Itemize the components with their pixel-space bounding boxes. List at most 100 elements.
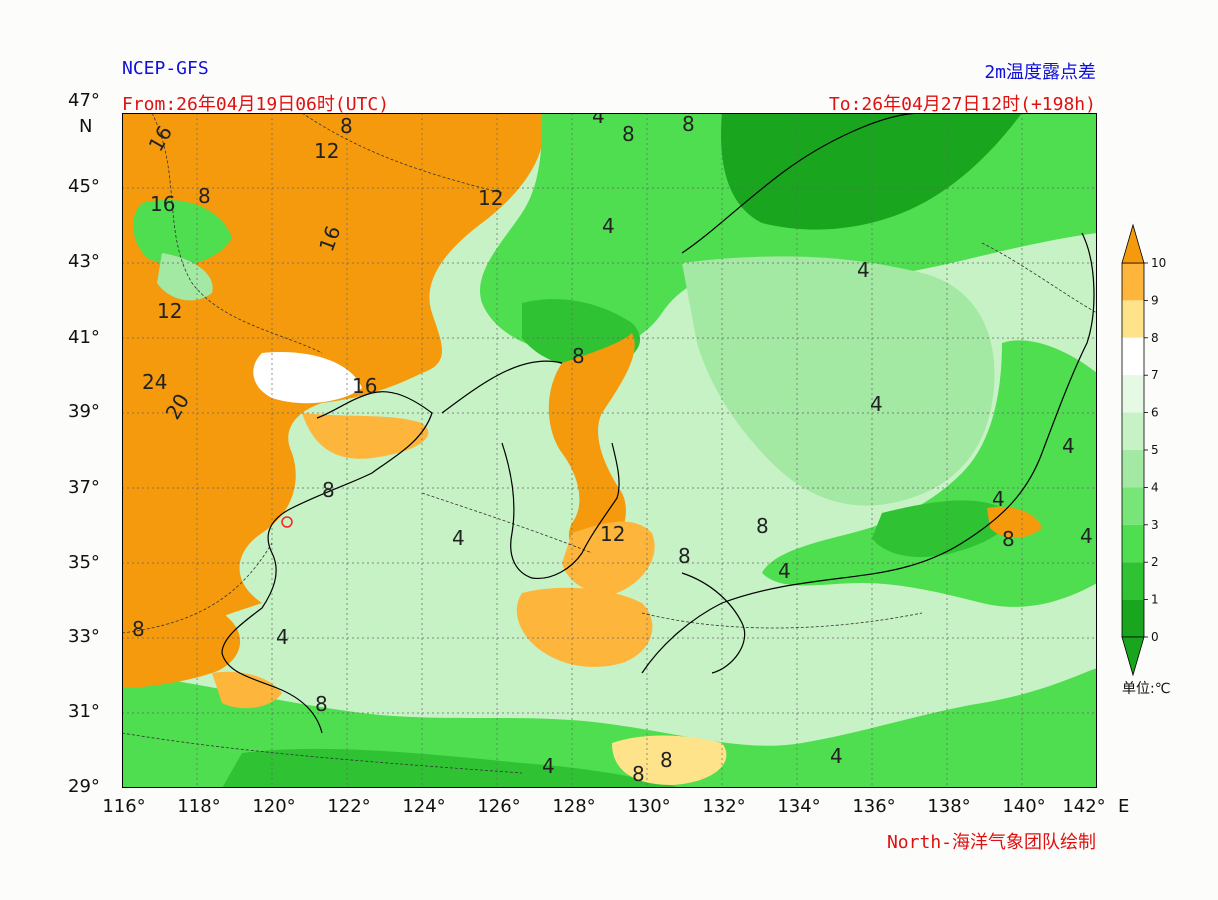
- lat-label: 47°: [68, 90, 100, 111]
- contour-label: 12: [600, 522, 625, 546]
- contour-label: 8: [340, 114, 353, 138]
- colorbar-swatch: [1122, 337, 1144, 376]
- colorbar-label: 8: [1151, 331, 1159, 345]
- lon-unit-label: E: [1118, 796, 1130, 817]
- lon-label: 124°: [402, 796, 446, 817]
- lat-label: 29°: [68, 776, 100, 797]
- contour-label: 8: [678, 544, 691, 568]
- contour-label: 4: [592, 113, 605, 128]
- colorbar-swatch: [1122, 412, 1144, 450]
- map-frame: [122, 113, 1097, 788]
- contour-label: 8: [132, 617, 145, 641]
- contour-label: 4: [1080, 524, 1093, 548]
- orange-korea-south: [562, 521, 655, 594]
- colorbar-label: 5: [1151, 443, 1159, 457]
- colorbar-label: 0: [1151, 630, 1159, 644]
- contour-label: 4: [857, 258, 870, 282]
- contour-label: 12: [157, 299, 182, 323]
- yellow-band: [302, 413, 429, 459]
- contour-label: 8: [1002, 527, 1015, 551]
- green-pocket: [132, 199, 232, 266]
- contour-label: 4: [452, 526, 465, 550]
- lat-label: 41°: [68, 327, 100, 348]
- lon-label: 128°: [552, 796, 596, 817]
- contour-label: 24: [142, 370, 167, 394]
- colorbar-label: 1: [1151, 593, 1159, 607]
- contour-label: 8: [682, 113, 695, 136]
- lon-label: 120°: [252, 796, 296, 817]
- contour-label: 8: [322, 478, 335, 502]
- contour-label: 4: [870, 392, 883, 416]
- colorbar-label: 2: [1151, 555, 1159, 569]
- contour-label: 4: [276, 625, 289, 649]
- colorbar-min-arrow: [1121, 636, 1145, 677]
- sea-pale-green: [682, 256, 995, 506]
- credit-line: North-海洋气象团队绘制: [886, 832, 1096, 853]
- colorbar-swatch: [1122, 487, 1144, 525]
- lat-label: 45°: [68, 176, 100, 197]
- contour-label: 4: [1062, 434, 1075, 458]
- deep-green-northeast: [721, 113, 1022, 230]
- contour-label: 4: [778, 559, 791, 583]
- lat-label: 39°: [68, 401, 100, 422]
- white-band: [253, 352, 362, 404]
- orange-southwest: [122, 613, 241, 688]
- contour-label: 8: [622, 122, 635, 146]
- colorbar-swatch: [1122, 375, 1144, 413]
- orange-east-china-sea: [516, 587, 653, 667]
- contour-label: 4: [992, 487, 1005, 511]
- lat-label: 33°: [68, 626, 100, 647]
- colorbar-label: 3: [1151, 518, 1159, 532]
- contour-label: 8: [632, 762, 645, 786]
- contour-label: 12: [478, 186, 503, 210]
- orange-korea: [548, 333, 635, 554]
- colorbar-swatch: [1122, 300, 1144, 338]
- light-green-pocket: [157, 253, 213, 301]
- lat-label: 37°: [68, 477, 100, 498]
- contour-label: 4: [602, 214, 615, 238]
- lat-label: 31°: [68, 701, 100, 722]
- lon-label: 142°: [1062, 796, 1106, 817]
- contour-label: 12: [314, 139, 339, 163]
- yellow-shanghai: [212, 671, 282, 709]
- colorbar-swatch: [1122, 263, 1144, 301]
- lat-label: 35°: [68, 552, 100, 573]
- lon-label: 132°: [702, 796, 746, 817]
- green-japan: [762, 340, 1097, 607]
- deep-green-japan: [872, 500, 1009, 558]
- lon-label: 134°: [777, 796, 821, 817]
- lon-label: 136°: [852, 796, 896, 817]
- coastlines: [221, 113, 1095, 734]
- lon-label: 122°: [327, 796, 371, 817]
- contour-label: 8: [198, 184, 211, 208]
- lon-label: 118°: [177, 796, 221, 817]
- init-time: From:26年04月19日06时(UTC): [122, 94, 390, 115]
- valid-time: To:26年04月27日12时(+198h): [828, 94, 1096, 115]
- lon-label: 140°: [1002, 796, 1046, 817]
- lat-label: 43°: [68, 251, 100, 272]
- colorbar: 0 1 2 3 4 5 6 7 8 9 10: [1121, 223, 1166, 677]
- lon-label: 130°: [627, 796, 671, 817]
- colorbar-swatch: [1122, 599, 1144, 637]
- lon-label: 116°: [102, 796, 146, 817]
- station-marker: [281, 516, 293, 528]
- colorbar-swatch: [1122, 562, 1144, 600]
- contour-label: 8: [756, 514, 769, 538]
- contour-label: 4: [830, 744, 843, 768]
- contour-label: 16: [352, 374, 377, 398]
- colorbar-label: 4: [1151, 480, 1159, 494]
- lat-unit-label: N: [79, 116, 93, 137]
- model-name: NCEP-GFS: [122, 58, 209, 79]
- contour-label: 8: [660, 748, 673, 772]
- contour-label: 8: [572, 344, 585, 368]
- colorbar-labels: 0 1 2 3 4 5 6 7 8 9 10: [1144, 256, 1166, 644]
- lon-label: 138°: [927, 796, 971, 817]
- colorbar-swatches: [1121, 262, 1145, 638]
- yellow-south-patch: [612, 735, 727, 785]
- colorbar-label: 7: [1151, 368, 1159, 382]
- colorbar-label: 9: [1151, 293, 1159, 307]
- colorbar-label: 10: [1151, 256, 1166, 270]
- colorbar-max-arrow: [1121, 223, 1145, 264]
- colorbar-unit: 单位:℃: [1122, 681, 1171, 697]
- contour-label: 4: [542, 754, 555, 778]
